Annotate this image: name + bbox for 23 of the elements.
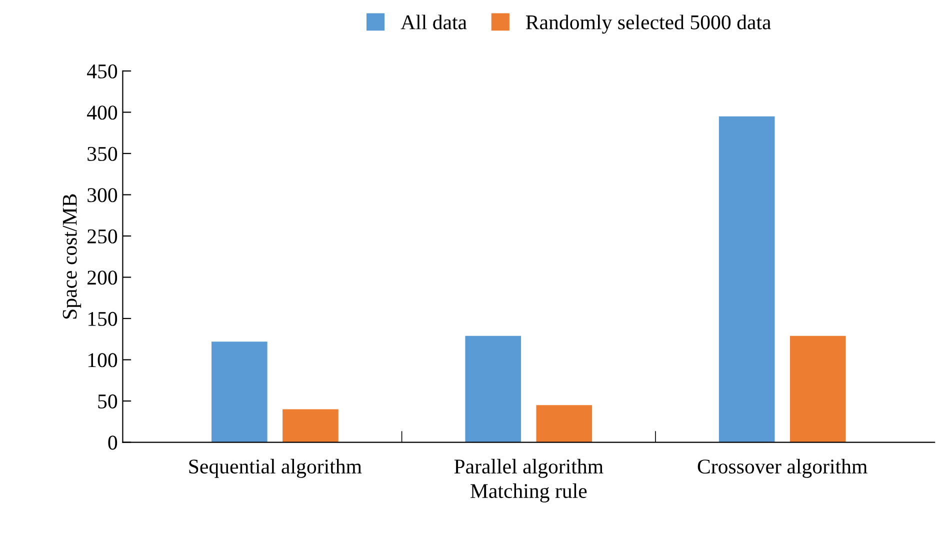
bar (790, 336, 846, 442)
y-tick-label: 450 (87, 64, 118, 78)
x-tick-label: Crossover algorithm (698, 458, 868, 478)
x-axis-title: Matching rule (470, 483, 587, 502)
y-tick-label: 300 (88, 188, 118, 202)
y-tick-label: 150 (88, 312, 118, 326)
bar (212, 342, 268, 442)
x-tick-label: Sequential algorithm (189, 458, 362, 478)
y-tick-label: 200 (88, 270, 118, 285)
y-tick-label: 0 (108, 436, 118, 450)
bar (536, 405, 592, 442)
y-tick-label: 50 (98, 394, 118, 408)
legend-label: Randomly selected 5000 data (526, 14, 771, 34)
legend-label: All data (400, 14, 467, 30)
y-tick-label: 400 (87, 106, 118, 120)
y-tick-label: 100 (88, 353, 118, 368)
y-tick-label: 250 (88, 229, 118, 244)
x-tick-label: Parallel algorithm (454, 458, 604, 478)
bar (282, 409, 338, 442)
y-tick-label: 350 (88, 146, 118, 161)
y-axis-title: Space cost/MB (62, 194, 82, 319)
bar (718, 116, 775, 442)
bar (465, 336, 522, 442)
